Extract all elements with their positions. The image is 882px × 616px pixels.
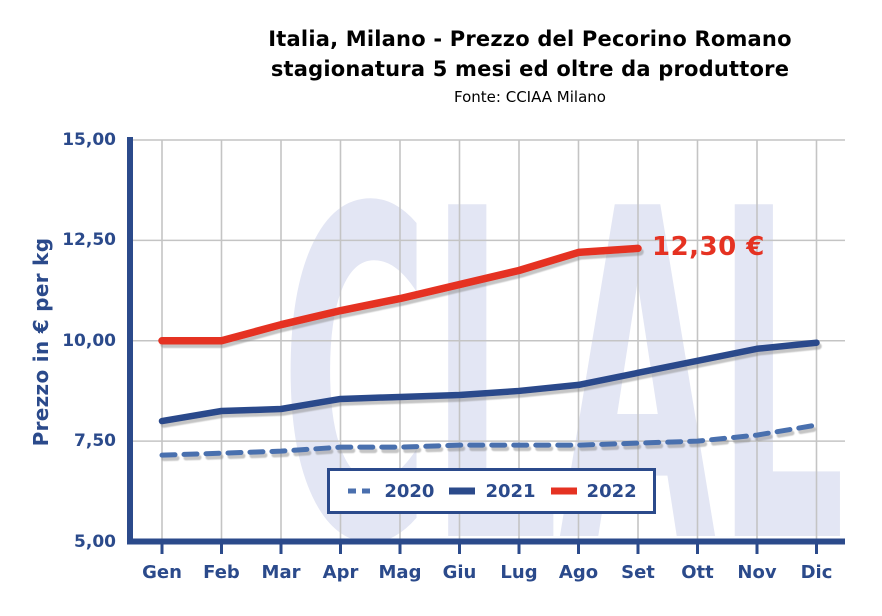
y-axis-line: [127, 137, 133, 545]
x-tick-label-set: Set: [621, 562, 655, 583]
legend-label-2021: 2021: [485, 480, 536, 502]
y-tick-label-12,50: 12,50: [62, 230, 116, 251]
y-tick-label-15,00: 15,00: [62, 130, 116, 150]
x-tick-label-nov: Nov: [737, 562, 777, 583]
x-tick-label-feb: Feb: [203, 562, 240, 583]
chart-header: Italia, Milano - Prezzo del Pecorino Rom…: [178, 24, 882, 106]
series-line-2022: [158, 244, 642, 345]
legend-item-2021: 2021: [447, 480, 536, 502]
x-tick-label-apr: Apr: [322, 562, 359, 583]
y-tick-label-5,00: 5,00: [74, 531, 116, 552]
y-tick-label-7,50: 7,50: [74, 431, 116, 452]
watermark-text: CLAL: [281, 115, 846, 616]
legend-item-2020: 2020: [346, 481, 434, 502]
legend-sample-2021: [449, 487, 476, 495]
chart-title-line-2: stagionatura 5 mesi ed oltre da produtto…: [270, 57, 790, 81]
x-tick-label-lug: Lug: [500, 562, 538, 583]
y-tick-label-10,00: 10,00: [62, 330, 116, 351]
x-tick-label-dic: Dic: [800, 562, 833, 583]
legend: 2020 2021 2022: [327, 468, 656, 514]
chart-source: Fonte: CCIAA Milano: [454, 88, 606, 106]
x-tick-label-giu: Giu: [442, 562, 477, 583]
x-tick-label-mar: Mar: [261, 562, 301, 583]
legend-item-2022: 2022: [549, 481, 637, 502]
x-tick-label-mag: Mag: [378, 562, 422, 583]
legend-sample-2020: [348, 488, 375, 494]
series-line-2020: [159, 422, 819, 458]
legend-label-2022: 2022: [586, 480, 637, 502]
x-tick-label-ago: Ago: [558, 562, 599, 583]
series-line-2021: [158, 339, 820, 425]
x-tick-label-gen: Gen: [142, 562, 182, 583]
legend-label-2020: 2020: [384, 480, 435, 502]
x-axis-line: [127, 538, 845, 545]
chart-title-line-1: Italia, Milano - Prezzo del Pecorino Rom…: [268, 27, 792, 51]
x-tick-label-ott: Ott: [681, 562, 714, 583]
price-callout: 12,30 €: [652, 232, 765, 262]
legend-sample-2022: [550, 487, 577, 495]
